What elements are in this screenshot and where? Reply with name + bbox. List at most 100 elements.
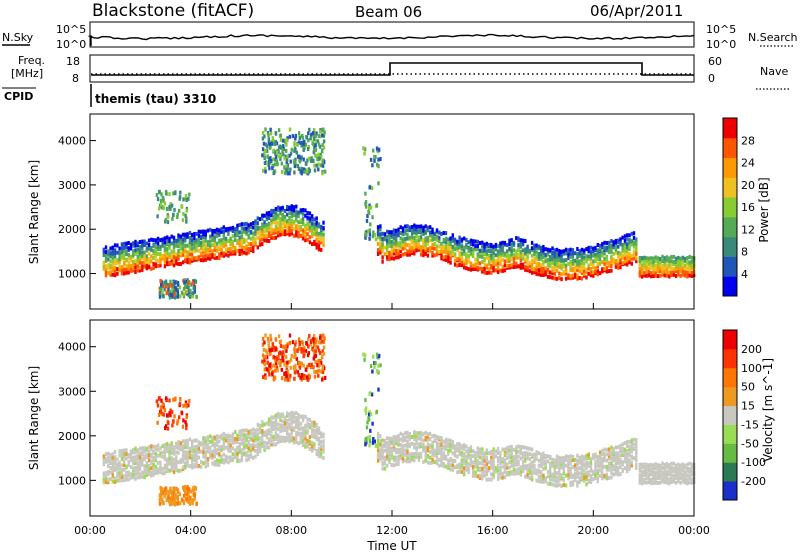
data-cell [376, 248, 380, 253]
data-cell [162, 405, 165, 410]
data-cell [605, 265, 609, 270]
data-cell [166, 457, 169, 462]
data-cell [560, 255, 563, 259]
data-cell [204, 439, 207, 444]
data-cell [156, 244, 160, 249]
data-cell [610, 470, 613, 475]
data-cell [474, 257, 477, 262]
data-cell [168, 236, 171, 241]
data-cell [185, 208, 188, 213]
data-cell [417, 247, 421, 252]
data-cell [292, 205, 296, 210]
data-cell [145, 256, 148, 261]
data-cell [517, 449, 520, 454]
data-cell [288, 127, 292, 132]
data-cell [564, 263, 568, 268]
data-cell [560, 459, 563, 464]
data-cell [290, 413, 293, 418]
data-cell [542, 455, 545, 460]
data-cell [617, 261, 620, 266]
data-cell [501, 257, 504, 262]
data-cell [306, 377, 310, 382]
data-cell [147, 243, 151, 247]
data-cell [555, 276, 559, 281]
data-cell [549, 275, 552, 280]
colorbar-segment [723, 177, 737, 198]
data-cell [605, 254, 609, 259]
data-cell [168, 411, 171, 416]
data-cell [276, 150, 279, 155]
data-cell [129, 268, 133, 273]
data-cell [386, 244, 389, 249]
data-cell [690, 262, 694, 267]
data-cell [265, 238, 269, 243]
data-cell [528, 457, 532, 462]
data-cell [540, 263, 543, 268]
data-cell [256, 225, 259, 230]
data-cell [463, 452, 466, 457]
data-cell [635, 259, 638, 264]
data-cell [621, 462, 624, 467]
data-cell [286, 225, 289, 230]
data-cell [569, 247, 572, 252]
data-cell [469, 457, 473, 462]
data-cell [116, 250, 119, 255]
data-cell [661, 461, 664, 466]
data-cell [469, 463, 473, 468]
data-cell [118, 478, 121, 483]
data-cell [690, 480, 694, 485]
data-cell [555, 264, 559, 269]
data-cell [596, 257, 599, 262]
data-cell [302, 363, 305, 368]
data-cell [632, 442, 636, 447]
data-cell [413, 238, 416, 243]
data-cell [172, 461, 176, 466]
data-cell [127, 470, 130, 475]
data-cell [247, 247, 250, 251]
data-cell [617, 445, 620, 450]
data-cell [560, 476, 563, 481]
data-cell [665, 470, 669, 475]
data-cell [147, 449, 151, 454]
data-cell [364, 406, 368, 411]
data-cell [610, 259, 613, 264]
data-cell [187, 487, 190, 492]
data-cell [290, 218, 293, 223]
data-cell [272, 345, 275, 350]
data-cell [521, 467, 525, 471]
data-cell [677, 263, 680, 268]
data-cell [274, 434, 278, 439]
data-cell [503, 463, 507, 468]
data-cell [610, 268, 613, 273]
data-cell [231, 435, 235, 440]
data-cell [628, 251, 631, 256]
data-cell [127, 266, 130, 271]
data-cell [249, 431, 253, 436]
data-cell [267, 343, 270, 348]
data-cell [312, 150, 315, 155]
data-cell [490, 256, 493, 261]
data-cell [234, 430, 237, 434]
data-cell [154, 238, 158, 243]
data-cell [540, 479, 543, 484]
data-cell [176, 281, 180, 285]
data-cell [630, 261, 633, 266]
data-cell [279, 137, 283, 142]
data-cell [476, 464, 479, 469]
data-cell [156, 251, 160, 256]
nave-tick-0: 0 [708, 72, 715, 85]
data-cell [175, 487, 178, 491]
data-cell [322, 139, 326, 144]
data-cell [524, 464, 527, 469]
data-cell [506, 255, 509, 260]
data-cell [415, 440, 418, 445]
data-cell [175, 252, 178, 257]
data-cell [596, 471, 599, 476]
data-cell [261, 434, 264, 438]
data-cell [583, 248, 586, 253]
data-cell [449, 236, 452, 241]
data-cell [308, 221, 312, 226]
data-cell [686, 270, 689, 275]
data-cell [564, 251, 568, 256]
